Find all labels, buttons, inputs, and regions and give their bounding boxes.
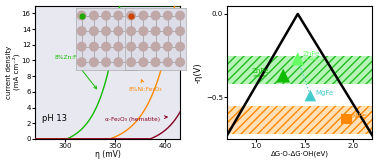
Text: MgFe: MgFe: [315, 90, 333, 96]
Text: ZnFe: ZnFe: [303, 51, 320, 57]
Bar: [227, 56, 372, 84]
Bar: [227, 56, 372, 84]
Text: pH 13: pH 13: [42, 114, 67, 123]
Text: NiFe: NiFe: [351, 113, 366, 119]
Bar: [227, 106, 372, 134]
Y-axis label: current density
(mA cm⁻²): current density (mA cm⁻²): [6, 46, 20, 99]
X-axis label: ΔG·O-ΔG·OH(eV): ΔG·O-ΔG·OH(eV): [271, 150, 329, 157]
Y-axis label: -η(V): -η(V): [194, 62, 203, 82]
Point: [343, 118, 349, 120]
Bar: [227, 106, 372, 134]
Text: α-Fe₂O₃ (hematite): α-Fe₂O₃ (hematite): [105, 116, 167, 122]
Point: [295, 58, 301, 60]
X-axis label: η (mV): η (mV): [94, 150, 121, 159]
Text: 8%Ni:Fe₂O₃: 8%Ni:Fe₂O₃: [128, 80, 162, 92]
Point: [307, 94, 313, 97]
Point: [280, 74, 286, 77]
Text: 8%Zn:Fe₂O₃: 8%Zn:Fe₂O₃: [55, 55, 97, 89]
Text: ZnFe: ZnFe: [251, 68, 268, 74]
